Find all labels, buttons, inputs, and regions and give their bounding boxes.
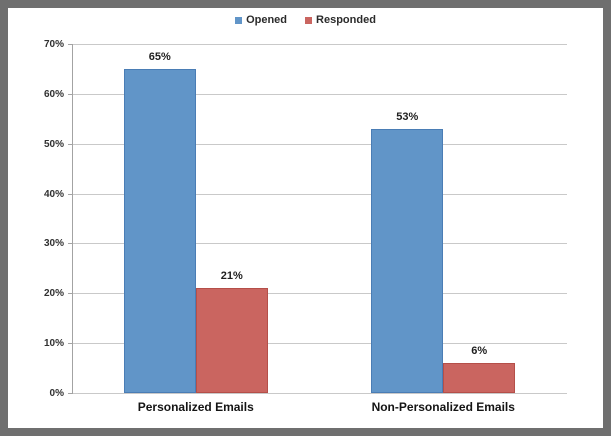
plot-area: 0% 10% 20% 30% 40% 50% 60% 70% 65% 53% 21% 6% Person… [8,8,603,428]
gridline-20 [72,293,567,295]
legend-item-opened: Opened [235,14,287,26]
y-tick-40 [68,193,72,195]
y-axis-label-50: 50% [43,138,64,150]
legend-label-opened: Opened [246,14,288,26]
y-axis-label-40: 40% [43,188,64,200]
y-tick-60 [68,93,72,95]
bar-opened-personalized-emails [123,69,196,393]
legend-swatch-responded-icon [305,16,313,24]
y-tick-20 [68,293,72,295]
y-axis-label-0: 0% [49,388,64,399]
chart-legend: Opened Responded [8,14,603,26]
y-axis-line [72,44,73,394]
data-label-opened-non-personalized-emails: 53% [396,111,419,123]
x-axis-label-non-personalized-emails: Non-Personalized Emails [371,400,515,414]
y-axis-label-60: 60% [43,88,64,100]
bar-responded-non-personalized-emails [443,363,516,393]
y-axis-label-70: 70% [43,39,64,50]
x-axis-label-personalized-emails: Personalized Emails [137,400,254,414]
data-label-responded-personalized-emails: 21% [220,270,243,282]
y-axis-label-10: 10% [43,338,64,350]
gridline-70 [72,44,567,45]
gridline-30 [72,243,567,245]
gridline-10 [72,343,567,345]
bar-opened-non-personalized-emails [371,129,444,393]
legend-item-responded: Responded [305,14,376,26]
legend-label-responded: Responded [316,14,376,26]
data-label-opened-personalized-emails: 65% [148,51,171,63]
y-tick-70 [68,44,72,45]
y-axis-label-30: 30% [43,238,64,250]
gridline-40 [72,193,567,195]
y-axis-label-20: 20% [43,288,64,300]
data-label-responded-non-personalized-emails: 6% [471,345,488,357]
y-tick-10 [68,343,72,345]
y-tick-30 [68,243,72,245]
gridline-50 [72,143,567,145]
gridline-60 [72,93,567,95]
legend-swatch-opened-icon [235,16,243,24]
y-tick-0 [68,393,72,394]
bar-responded-personalized-emails [195,288,268,393]
y-tick-50 [68,143,72,145]
gridline-0 [72,393,567,394]
